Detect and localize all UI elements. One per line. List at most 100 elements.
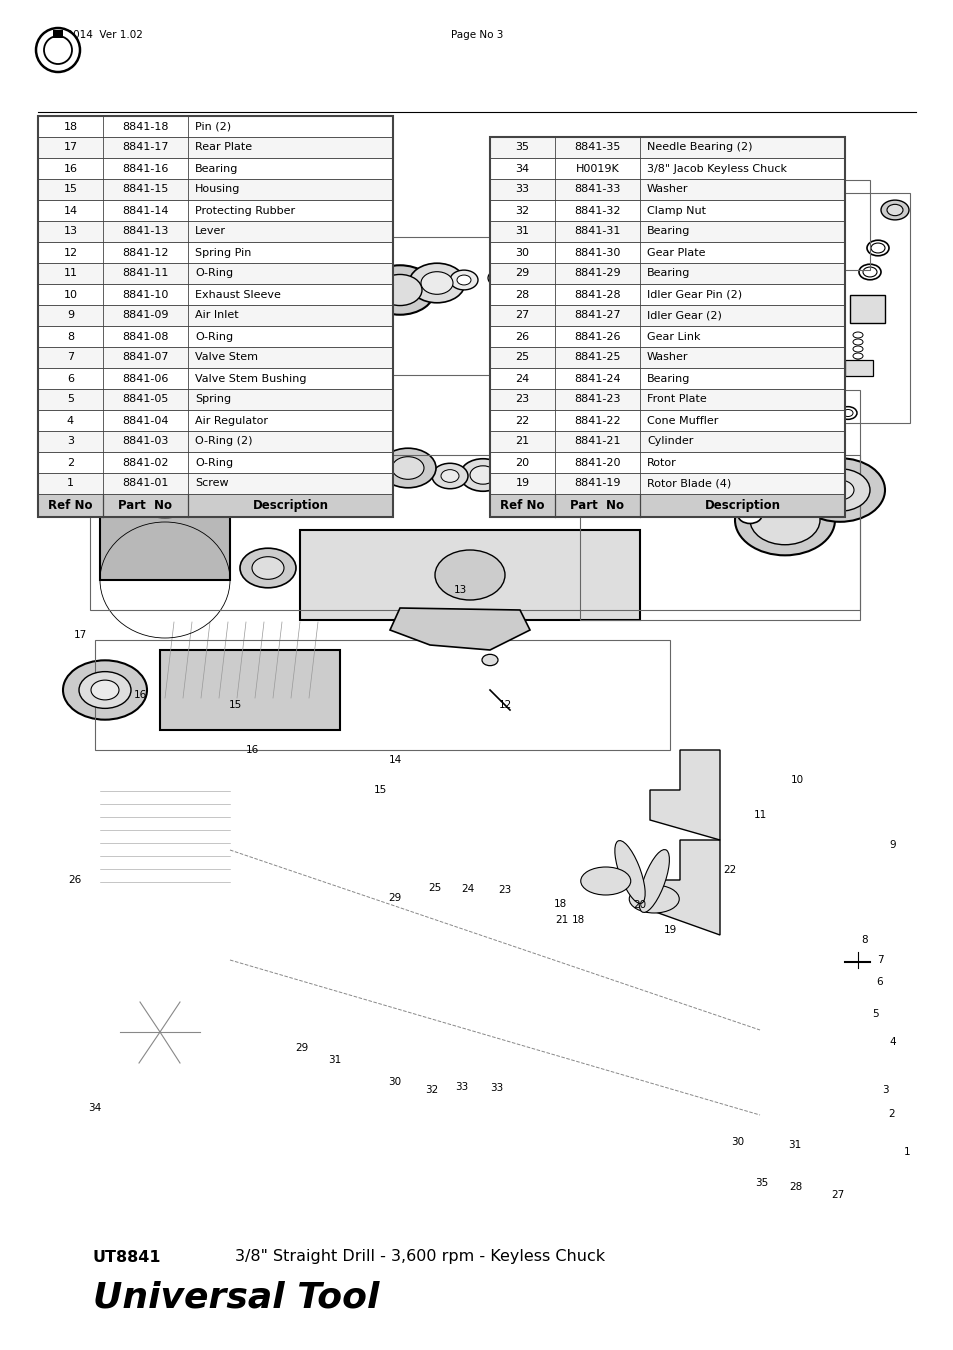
Text: 8841-30: 8841-30 [574, 247, 620, 258]
Text: 9: 9 [889, 840, 896, 850]
Ellipse shape [880, 200, 908, 220]
Text: Air Regulator: Air Regulator [194, 416, 268, 425]
Text: 8841-20: 8841-20 [574, 458, 620, 467]
Bar [579, 390, 859, 620]
Text: 16: 16 [133, 690, 147, 701]
Text: Cylinder: Cylinder [646, 436, 693, 447]
Text: 29: 29 [388, 892, 401, 903]
Ellipse shape [614, 841, 644, 903]
Text: 15: 15 [373, 784, 386, 795]
Text: Rotor: Rotor [646, 458, 676, 467]
Text: Cone Muffler: Cone Muffler [646, 416, 718, 425]
Text: 22: 22 [722, 865, 736, 875]
Text: 8841-11: 8841-11 [122, 269, 169, 278]
Ellipse shape [252, 556, 284, 579]
Bar [38, 136, 393, 158]
Bar [829, 193, 909, 423]
Ellipse shape [752, 177, 776, 193]
Ellipse shape [735, 215, 763, 235]
Ellipse shape [886, 204, 902, 216]
Text: 29: 29 [515, 269, 529, 278]
Text: Valve Stem Bushing: Valve Stem Bushing [194, 374, 306, 383]
Ellipse shape [567, 452, 576, 458]
Ellipse shape [440, 470, 458, 482]
Bar [38, 180, 393, 200]
Text: 31: 31 [328, 1054, 341, 1065]
Text: 8841-12: 8841-12 [122, 247, 169, 258]
Text: 8841-18: 8841-18 [122, 122, 169, 131]
Text: 8841-33: 8841-33 [574, 185, 620, 194]
Text: 8841-31: 8841-31 [574, 227, 620, 236]
Text: 11: 11 [64, 269, 77, 278]
Ellipse shape [63, 660, 147, 720]
Ellipse shape [639, 849, 669, 913]
Text: 8841-15: 8841-15 [122, 185, 169, 194]
Bar [490, 242, 844, 263]
Text: 17: 17 [63, 143, 77, 153]
Bar [490, 158, 844, 180]
Bar [490, 389, 844, 410]
Text: 3: 3 [881, 1085, 887, 1095]
Text: 19: 19 [515, 478, 529, 489]
Text: 7: 7 [876, 954, 882, 965]
Ellipse shape [866, 240, 888, 255]
Ellipse shape [36, 28, 80, 72]
Bar [38, 221, 393, 242]
Text: 13: 13 [64, 227, 77, 236]
Ellipse shape [44, 36, 71, 63]
Text: Ref No: Ref No [49, 500, 92, 512]
Bar [160, 649, 339, 730]
Text: Idler Gear (2): Idler Gear (2) [646, 310, 721, 320]
Bar [490, 180, 844, 200]
Bar [38, 472, 393, 494]
Text: 18: 18 [63, 122, 77, 131]
Bar [38, 431, 393, 452]
Ellipse shape [459, 459, 505, 491]
Bar [490, 431, 844, 452]
Text: 8841-17: 8841-17 [122, 143, 169, 153]
Bar [38, 263, 393, 284]
Ellipse shape [580, 867, 630, 895]
Text: 33: 33 [515, 185, 529, 194]
Text: Housing: Housing [194, 185, 240, 194]
Ellipse shape [420, 271, 453, 294]
Text: 6: 6 [876, 977, 882, 987]
Text: Clamp Nut: Clamp Nut [646, 205, 705, 216]
Text: Spring Pin: Spring Pin [194, 247, 251, 258]
Ellipse shape [392, 456, 423, 479]
Text: 8841-03: 8841-03 [122, 436, 169, 447]
Text: 12: 12 [63, 247, 77, 258]
Text: 8841-02: 8841-02 [122, 458, 169, 467]
Text: Air Inlet: Air Inlet [194, 310, 238, 320]
Text: 19: 19 [662, 925, 676, 936]
Polygon shape [649, 840, 720, 936]
Ellipse shape [862, 267, 876, 277]
Text: 8841-05: 8841-05 [122, 394, 169, 405]
Ellipse shape [343, 294, 373, 316]
Text: 23: 23 [497, 886, 511, 895]
Bar [490, 494, 844, 517]
Text: 3/8" Straight Drill - 3,600 rpm - Keyless Chuck: 3/8" Straight Drill - 3,600 rpm - Keyles… [234, 1250, 604, 1265]
Ellipse shape [293, 305, 336, 336]
Ellipse shape [450, 270, 477, 290]
Bar [849, 296, 884, 323]
Text: 2: 2 [888, 1108, 894, 1119]
Bar [490, 325, 844, 347]
Bar [95, 640, 669, 751]
Ellipse shape [742, 510, 757, 520]
Bar [38, 452, 393, 472]
Text: 31: 31 [787, 1139, 801, 1150]
Text: 32: 32 [425, 1085, 438, 1095]
Text: 4: 4 [889, 1037, 896, 1048]
Ellipse shape [825, 481, 853, 500]
Text: 13: 13 [453, 585, 466, 595]
Text: 4: 4 [67, 416, 74, 425]
Text: 7: 7 [67, 352, 74, 363]
Bar [38, 369, 393, 389]
Bar [490, 472, 844, 494]
Text: 21: 21 [555, 915, 568, 925]
Ellipse shape [767, 204, 811, 235]
Text: 24: 24 [461, 884, 475, 894]
Text: 30: 30 [515, 247, 529, 258]
Ellipse shape [456, 275, 471, 285]
